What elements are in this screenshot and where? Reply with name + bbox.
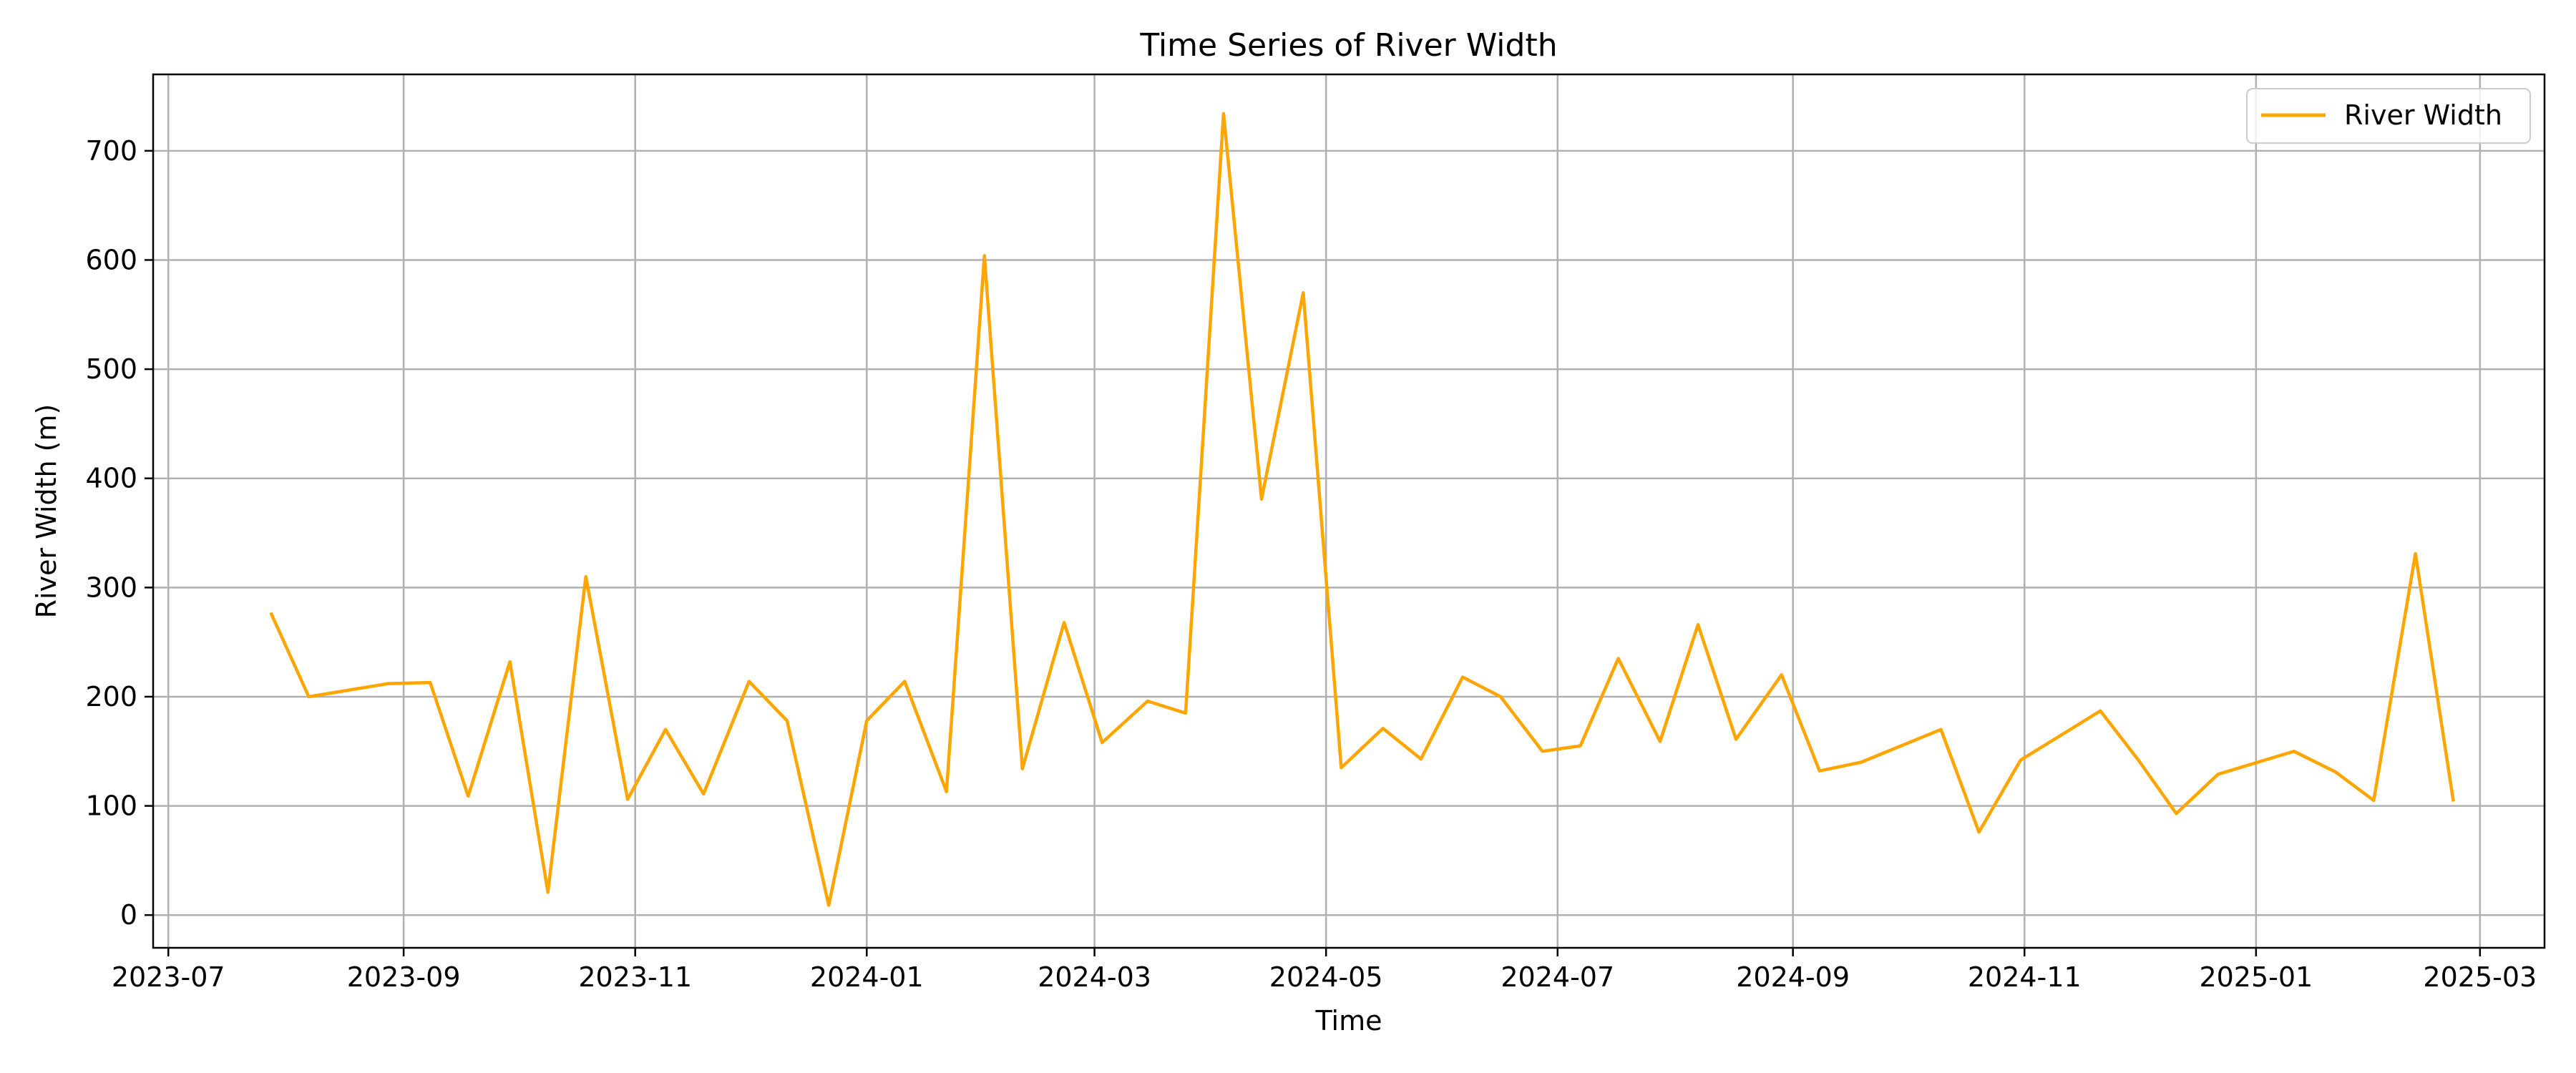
legend-box xyxy=(2246,88,2531,144)
y-tick-label: 400 xyxy=(85,463,137,494)
y-tick-label: 300 xyxy=(85,572,137,603)
series-line-river-width xyxy=(269,112,2455,907)
grid xyxy=(153,74,2545,948)
legend: River Width xyxy=(2246,88,2531,144)
x-tick-label: 2025-03 xyxy=(2423,961,2537,993)
y-tick-label: 700 xyxy=(85,135,137,167)
x-tick-label: 2025-01 xyxy=(2199,961,2313,993)
y-axis-label: River Width (m) xyxy=(31,404,62,619)
plot-lines xyxy=(269,112,2455,907)
chart-title: Time Series of River Width xyxy=(1139,27,1557,64)
y-tick-label: 100 xyxy=(85,790,137,822)
y-tick-label: 600 xyxy=(85,244,137,275)
x-tick-label: 2023-11 xyxy=(578,961,692,993)
x-tick-label: 2024-11 xyxy=(1968,961,2082,993)
axis-ticks: 2023-07 2023-09 2023-11 2024-01 2024-03 2024-… xyxy=(85,135,2537,993)
x-tick-label: 2023-09 xyxy=(347,961,461,993)
y-tick-label: 200 xyxy=(85,681,137,712)
legend-label-river-width: River Width xyxy=(2344,99,2502,131)
x-tick-label: 2023-07 xyxy=(112,961,225,993)
plot-frame xyxy=(152,73,2546,949)
x-tick-label: 2024-01 xyxy=(810,961,924,993)
y-tick-label: 500 xyxy=(85,353,137,385)
x-axis-label: Time xyxy=(1315,1005,1382,1037)
x-tick-label: 2024-05 xyxy=(1269,961,1383,993)
x-tick-label: 2024-07 xyxy=(1501,961,1614,993)
x-tick-label: 2024-03 xyxy=(1038,961,1151,993)
x-tick-label: 2024-09 xyxy=(1736,961,1850,993)
y-tick-label: 0 xyxy=(120,899,137,931)
